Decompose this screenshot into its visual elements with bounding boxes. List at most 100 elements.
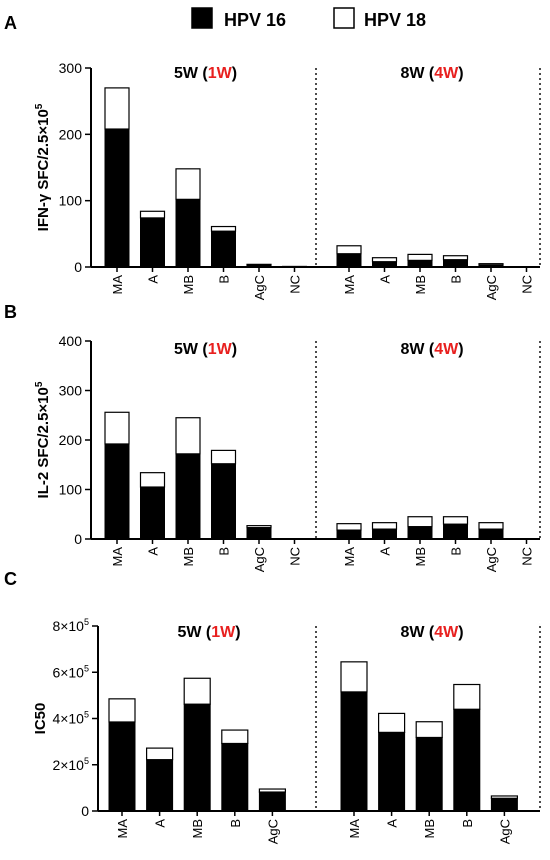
legend-label-hpv18: HPV 18 bbox=[364, 10, 426, 30]
group-title: 8W (4W) bbox=[400, 65, 463, 82]
bar-hpv16 bbox=[211, 230, 236, 268]
x-tick-label: NC bbox=[520, 275, 535, 294]
bar-hpv16 bbox=[211, 463, 236, 540]
x-tick-label: MA bbox=[110, 275, 125, 295]
group-title-prefix: 5W ( bbox=[177, 624, 211, 641]
x-tick-label: MA bbox=[115, 819, 130, 839]
x-tick-label: AgC bbox=[265, 819, 280, 844]
bar-hpv16 bbox=[443, 259, 468, 268]
x-tick-label: MB bbox=[413, 275, 428, 295]
x-tick-label: A bbox=[146, 275, 161, 284]
y-tick-label-base: 200 bbox=[59, 126, 83, 142]
x-tick-label: MA bbox=[110, 547, 125, 567]
bar-hpv16 bbox=[104, 128, 130, 268]
y-tick-label-base: 200 bbox=[59, 432, 83, 448]
bar-hpv18 bbox=[371, 522, 398, 530]
y-tick-label: 100 bbox=[59, 193, 83, 209]
y-tick-label-base: 8×10 bbox=[52, 618, 84, 634]
bar-hpv16 bbox=[175, 453, 201, 540]
bar-hpv18 bbox=[258, 788, 286, 793]
bar-hpv18 bbox=[210, 449, 237, 465]
x-tick-label: A bbox=[146, 547, 161, 556]
panel-b: B IL-2 SFC/2.5×105 MA A MB B AgC NC MA A MB B AgC NC 0… bbox=[4, 302, 541, 572]
bar-hpv18 bbox=[146, 747, 174, 761]
group-title: 5W (1W) bbox=[174, 341, 237, 358]
bar-hpv16 bbox=[453, 708, 481, 812]
x-tick-label: MB bbox=[413, 547, 428, 567]
group-title-prefix: 5W ( bbox=[174, 341, 208, 358]
bar-hpv16 bbox=[478, 528, 504, 540]
legend-swatch-hpv18 bbox=[333, 7, 355, 29]
bar-hpv18 bbox=[478, 522, 504, 530]
group-title-suffix: ) bbox=[458, 624, 463, 641]
bar-hpv18 bbox=[336, 245, 362, 255]
bar-hpv18 bbox=[175, 417, 201, 455]
y-tick-label: 300 bbox=[59, 383, 83, 399]
x-tick-label: AgC bbox=[484, 275, 499, 300]
x-tick-label: A bbox=[385, 819, 400, 828]
group-title-prefix: 5W ( bbox=[174, 65, 208, 82]
legend-label-hpv16: HPV 16 bbox=[224, 10, 286, 30]
y-tick-label-exponent: 5 bbox=[84, 756, 89, 766]
bar-hpv16 bbox=[175, 198, 201, 268]
y-axis-label-exponent: 5 bbox=[34, 103, 45, 109]
bar-hpv16 bbox=[104, 443, 130, 540]
y-tick-label: 8×105 bbox=[52, 617, 89, 634]
y-tick-label-base: 0 bbox=[74, 531, 82, 547]
bar-hpv18 bbox=[378, 712, 406, 733]
x-tick-label: MB bbox=[181, 547, 196, 567]
x-tick-label: AgC bbox=[497, 819, 512, 844]
bar-hpv16 bbox=[407, 526, 433, 540]
bar-hpv16 bbox=[372, 528, 397, 540]
bar-hpv18 bbox=[175, 168, 201, 200]
group-title: 8W (4W) bbox=[400, 341, 463, 358]
group-title-suffix: ) bbox=[235, 624, 240, 641]
bar-hpv18 bbox=[246, 263, 272, 266]
x-tick-label: B bbox=[460, 819, 475, 828]
y-tick-label: 6×105 bbox=[52, 663, 89, 680]
y-axis-label-main: IL-2 SFC/2.5×10 bbox=[35, 387, 52, 498]
x-tick-label: B bbox=[217, 547, 232, 556]
bar-hpv16 bbox=[183, 703, 211, 812]
bar-hpv18 bbox=[371, 257, 398, 263]
bar-hpv18 bbox=[139, 210, 166, 219]
bar-hpv18 bbox=[108, 698, 136, 723]
bar-hpv16 bbox=[146, 759, 174, 812]
y-tick-label: 400 bbox=[59, 333, 83, 349]
y-tick-label: 100 bbox=[59, 482, 83, 498]
y-axis-label: IFN-γ SFC/2.5×105 bbox=[34, 103, 52, 231]
y-tick-label-base: 2×10 bbox=[52, 757, 84, 773]
bar-hpv18 bbox=[104, 87, 130, 130]
bar-hpv18 bbox=[442, 516, 469, 525]
x-tick-label: MB bbox=[181, 275, 196, 295]
bar-hpv16 bbox=[415, 736, 443, 812]
y-tick-label-exponent: 5 bbox=[84, 617, 89, 627]
y-tick-label-base: 300 bbox=[59, 60, 83, 76]
bar-hpv18 bbox=[210, 225, 237, 232]
y-tick-label-base: 0 bbox=[81, 803, 89, 819]
bars bbox=[104, 87, 504, 268]
panel-letter: C bbox=[4, 569, 17, 589]
y-tick-label: 300 bbox=[59, 60, 83, 76]
bar-hpv16 bbox=[246, 527, 272, 540]
y-tick-label-base: 400 bbox=[59, 333, 83, 349]
bar-hpv16 bbox=[108, 721, 136, 812]
y-axis-label: IL-2 SFC/2.5×105 bbox=[34, 381, 52, 498]
bar-hpv16 bbox=[336, 529, 362, 540]
bar-hpv18 bbox=[340, 661, 368, 693]
y-tick-label-base: 100 bbox=[59, 482, 83, 498]
group-title-highlight: 1W bbox=[208, 65, 233, 82]
bar-hpv16 bbox=[378, 731, 406, 812]
x-tick-label: NC bbox=[288, 547, 303, 566]
y-tick-label: 0 bbox=[81, 803, 89, 819]
x-tick-label: B bbox=[449, 547, 464, 556]
legend-swatch-hpv16 bbox=[191, 7, 213, 29]
group-title-suffix: ) bbox=[232, 65, 237, 82]
x-tick-label: MB bbox=[190, 819, 205, 839]
y-axis-label-exponent: 5 bbox=[34, 381, 45, 387]
bar-hpv18 bbox=[221, 729, 249, 745]
y-tick-label-base: 6×10 bbox=[52, 664, 84, 680]
bars bbox=[104, 411, 504, 540]
x-tick-label: MA bbox=[347, 819, 362, 839]
